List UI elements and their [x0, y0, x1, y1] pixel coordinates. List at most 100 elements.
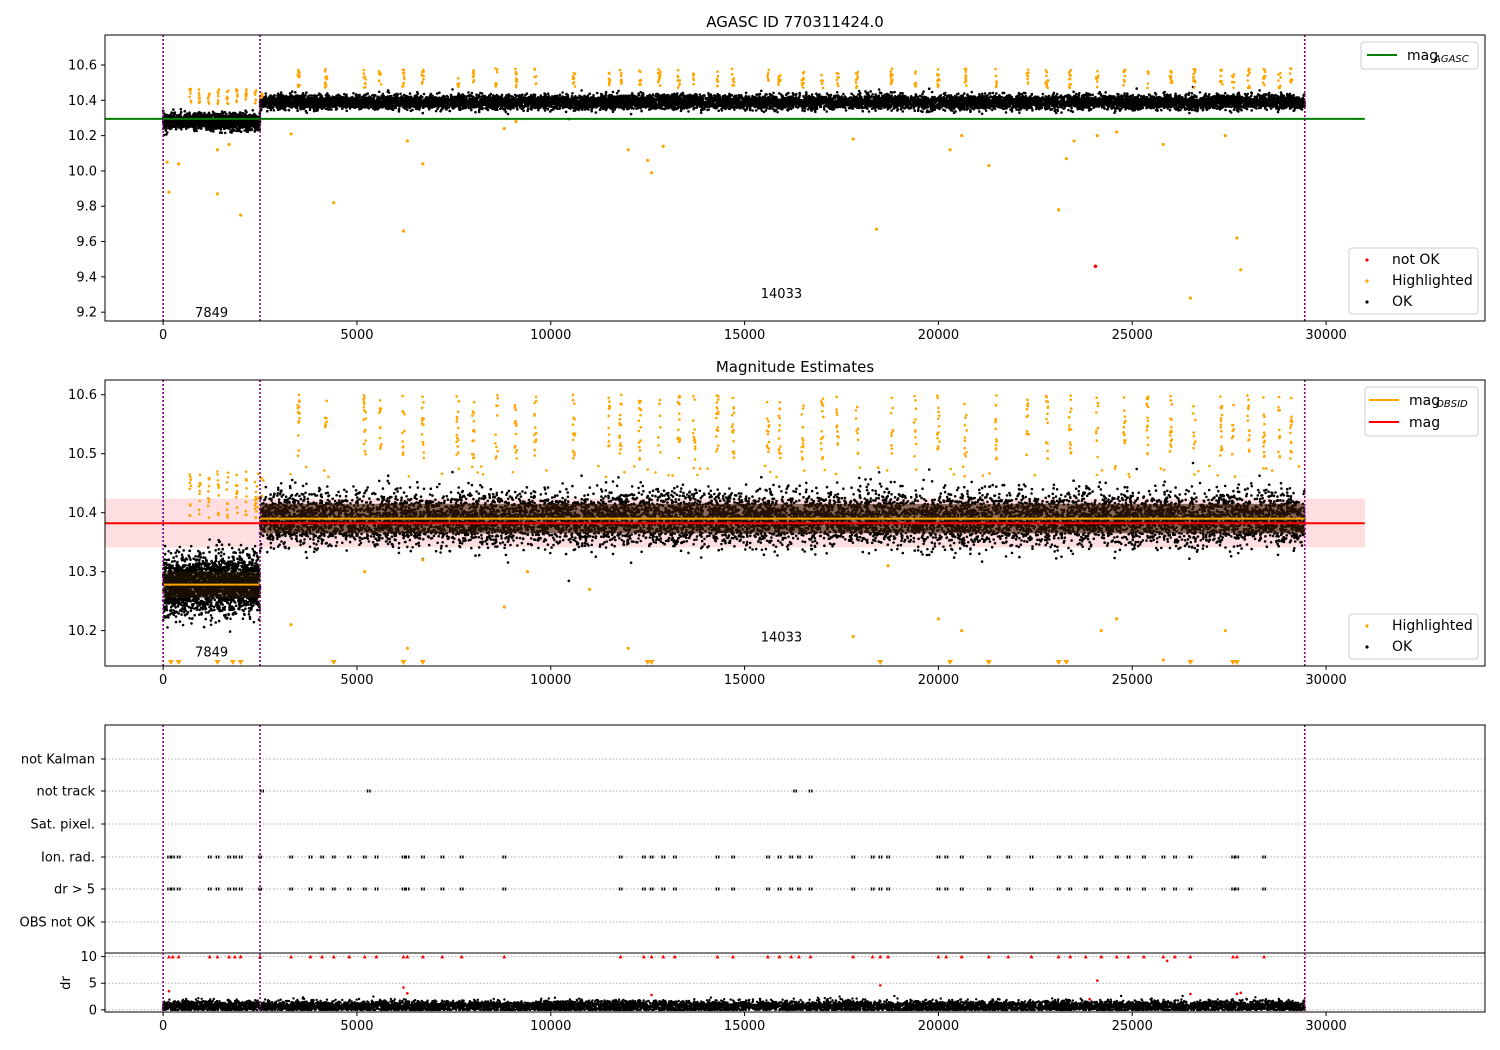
x-tick-label: 25000	[1112, 1019, 1153, 1034]
flag-marker	[349, 855, 352, 859]
flag-marker	[459, 855, 462, 859]
flag-marker	[766, 887, 768, 891]
flag-marker	[661, 855, 663, 859]
flag-marker	[291, 887, 294, 891]
highlighted-point	[1239, 268, 1243, 272]
flag-marker	[791, 855, 794, 859]
flag-marker	[766, 855, 768, 859]
flag-row-label: Sat. pixel.	[31, 818, 95, 833]
highlighted-point	[661, 144, 665, 148]
flag-marker	[715, 855, 718, 859]
flag-marker	[733, 887, 735, 891]
x-tick-label: 20000	[918, 328, 959, 343]
highlighted-point	[1064, 156, 1068, 161]
flag-row-label: OBS not OK	[20, 916, 96, 931]
flag-marker	[218, 887, 220, 891]
flag-marker	[1233, 855, 1236, 859]
flag-marker	[1059, 887, 1061, 891]
highlighted-point	[1115, 617, 1119, 621]
flag-marker	[331, 887, 334, 891]
dr-clipped-marker	[661, 954, 666, 959]
flag-marker	[987, 855, 989, 859]
flag-marker	[1086, 887, 1088, 891]
flag-marker	[621, 855, 623, 859]
highlighted-point	[421, 558, 425, 562]
flag-marker	[1099, 887, 1101, 891]
flag-marker	[1231, 855, 1233, 859]
dr-clipped-marker	[232, 954, 237, 959]
flag-marker	[169, 887, 171, 891]
flag-marker	[405, 855, 407, 859]
x-tick-label: 15000	[724, 673, 765, 688]
flag-marker	[260, 887, 263, 891]
dr-clipped-marker	[362, 954, 367, 959]
flag-marker	[851, 855, 853, 859]
flag-marker	[946, 855, 949, 859]
flag-marker	[260, 789, 262, 793]
highlighted-point	[851, 634, 855, 639]
dr-clipped-marker	[789, 954, 794, 959]
flag-marker	[1264, 887, 1267, 891]
flag-marker	[673, 887, 675, 891]
highlighted-point	[215, 192, 220, 196]
flag-marker	[1070, 855, 1073, 859]
y-tick-label: 10.3	[68, 565, 97, 580]
panel-magnitude-estimates: Magnitude Estimates 0 5000 10000 15000 20000…	[68, 358, 1486, 688]
legend-label-mag-obsid: mag	[1409, 393, 1440, 409]
flag-marker	[171, 855, 173, 859]
panel-flags: not Kalman not track Sat. pixel. Ion. rad. d…	[20, 724, 1486, 1034]
below-range-marker	[877, 660, 884, 665]
flag-marker	[440, 855, 442, 859]
dr-not-ok-point	[1239, 991, 1243, 995]
flag-marker	[504, 887, 507, 891]
highlighted-point	[514, 119, 518, 124]
flag-marker	[179, 887, 181, 891]
highlighted-point	[960, 134, 964, 138]
y-tick-label: 9.4	[76, 270, 97, 285]
highlighted-clusters	[188, 67, 1294, 106]
flag-marker	[365, 887, 367, 891]
x-tick-label: 5000	[340, 328, 373, 343]
flag-marker	[1237, 887, 1239, 891]
flag-marker	[1126, 887, 1128, 891]
flag-marker	[1029, 887, 1032, 891]
flag-marker	[347, 855, 349, 859]
flag-marker	[797, 855, 799, 859]
x-tick-label: 10000	[530, 1019, 571, 1034]
flag-marker	[1235, 887, 1237, 891]
flag-marker	[791, 887, 794, 891]
flag-marker	[1262, 855, 1264, 859]
y-tick-label: 10.6	[68, 388, 97, 403]
dr-clipped-marker	[1029, 954, 1034, 959]
legend-label-mag-agasc: mag	[1407, 48, 1438, 64]
below-range-marker	[214, 660, 221, 665]
dr-clipped-marker	[227, 954, 232, 959]
highlighted-point	[960, 629, 964, 633]
y-tick-label: 9.8	[76, 200, 97, 215]
not-ok-point	[1093, 264, 1098, 269]
dr-clipped-marker	[405, 954, 410, 959]
flag-marker	[1190, 887, 1193, 891]
flag-marker	[1142, 887, 1144, 891]
flag-marker	[423, 855, 425, 859]
dr-clipped-marker	[1006, 954, 1011, 959]
below-range-marker	[1230, 660, 1237, 665]
flag-marker	[799, 887, 801, 891]
highlighted-point	[626, 148, 630, 152]
panel2-frame	[104, 379, 1486, 667]
flag-marker	[1068, 887, 1070, 891]
dr-clipped-marker	[1114, 954, 1119, 959]
flag-marker	[227, 887, 229, 891]
flag-marker	[233, 887, 235, 891]
flag-marker	[799, 855, 801, 859]
flag-marker	[442, 887, 445, 891]
dr-not-ok-point	[406, 992, 409, 995]
dr-clipped-marker	[649, 954, 654, 959]
y-tick-label: 9.6	[76, 235, 97, 250]
flag-marker	[1068, 855, 1070, 859]
flag-marker	[1237, 855, 1239, 859]
flag-marker	[618, 855, 621, 859]
below-range-marker	[167, 660, 174, 665]
panel1-plot-area: 0 5000 10000 15000 20000 25000 30000 9.2 9.4 9.6 9…	[68, 35, 1365, 343]
